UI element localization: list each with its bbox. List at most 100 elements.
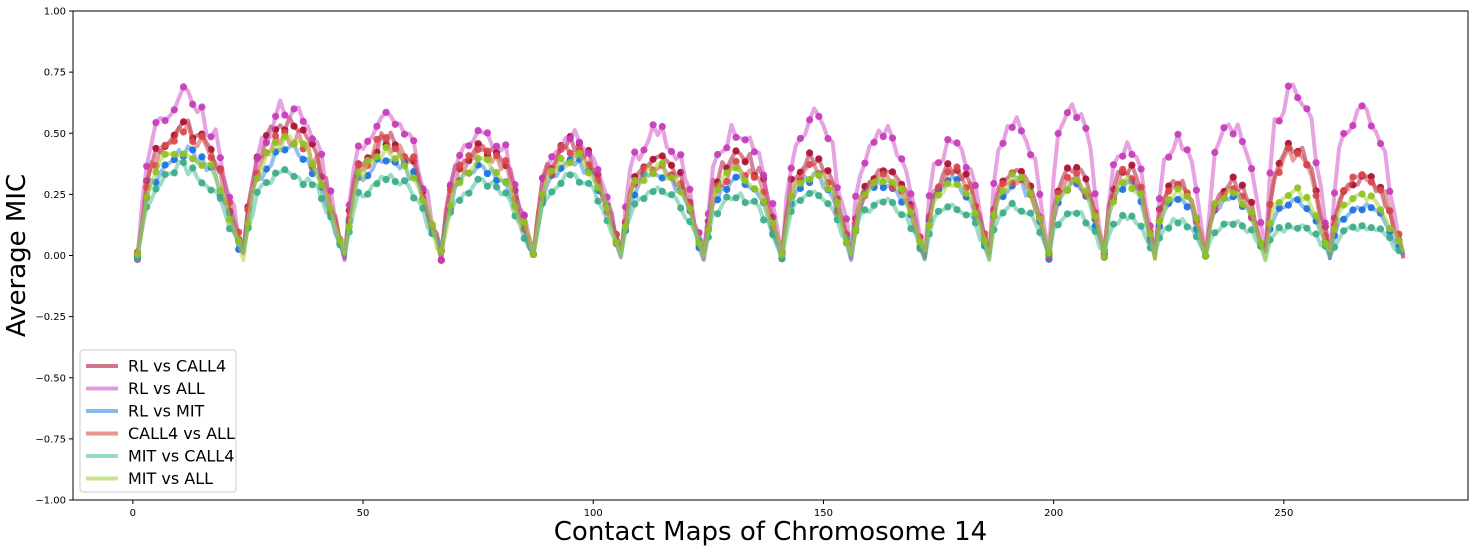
y-tick-label: −0.50: [35, 373, 66, 384]
data-point: [769, 200, 777, 208]
data-point: [1017, 167, 1025, 176]
x-tick-label: 150: [814, 508, 833, 519]
data-point: [1284, 82, 1292, 90]
data-point: [861, 206, 869, 214]
data-point: [272, 138, 280, 146]
data-point: [944, 168, 952, 176]
data-point: [640, 146, 648, 154]
data-point: [971, 209, 980, 217]
y-tick-label: −0.25: [35, 312, 66, 323]
data-point: [1045, 248, 1053, 256]
data-point: [741, 177, 749, 185]
data-point: [1155, 217, 1164, 225]
data-point: [318, 181, 326, 189]
data-point: [198, 132, 206, 141]
data-point: [290, 105, 298, 113]
data-point: [290, 122, 298, 130]
data-point: [1082, 187, 1090, 195]
data-point: [428, 220, 436, 228]
data-point: [189, 100, 197, 108]
data-point: [1183, 223, 1191, 231]
data-point: [400, 177, 409, 185]
plot-marks: [133, 82, 1406, 264]
data-point: [1073, 114, 1081, 122]
data-point: [944, 136, 952, 144]
data-point: [244, 220, 252, 228]
data-point: [1367, 204, 1375, 212]
data-point: [299, 117, 307, 125]
data-point: [327, 187, 335, 195]
data-point: [1229, 173, 1237, 181]
data-point: [750, 185, 759, 193]
data-point: [575, 138, 584, 146]
data-point: [1330, 225, 1339, 233]
data-point: [962, 164, 970, 172]
data-point: [1109, 161, 1118, 169]
data-point: [520, 211, 528, 219]
data-point: [907, 190, 915, 198]
data-point: [1358, 206, 1366, 214]
data-point: [216, 154, 224, 162]
data-point: [216, 187, 224, 195]
data-point: [658, 122, 666, 131]
data-point: [677, 188, 685, 196]
data-point: [364, 156, 372, 164]
data-point: [732, 147, 740, 155]
data-point: [879, 133, 887, 141]
data-point: [631, 176, 639, 185]
data-point: [281, 111, 289, 119]
data-point: [272, 112, 280, 120]
data-point: [750, 148, 759, 156]
data-point: [1349, 223, 1357, 231]
data-point: [898, 185, 906, 193]
data-point: [1027, 189, 1035, 197]
data-point: [1054, 129, 1062, 138]
data-point: [1229, 189, 1237, 197]
data-point: [437, 247, 445, 255]
data-point: [1386, 187, 1394, 195]
data-point: [382, 133, 390, 142]
data-point: [354, 168, 362, 176]
data-point: [483, 182, 491, 190]
data-point: [1266, 169, 1274, 177]
data-point: [382, 108, 390, 116]
data-point: [1073, 176, 1081, 184]
data-point: [189, 137, 197, 146]
data-point: [1063, 186, 1072, 194]
data-point: [649, 155, 657, 163]
x-tick-label: 50: [357, 508, 370, 519]
data-point: [999, 139, 1007, 147]
data-point: [1229, 220, 1237, 228]
data-point: [723, 193, 731, 201]
data-point: [649, 121, 657, 129]
data-point: [631, 191, 639, 199]
data-point: [539, 190, 547, 198]
data-point: [981, 236, 989, 244]
legend-entry: MIT vs CALL4: [128, 447, 234, 466]
y-axis: −1.00 −0.75 −0.50 −0.25 0.00 0.25 0.50 0.75 1.00: [35, 7, 73, 507]
data-point: [290, 140, 298, 148]
data-point: [262, 149, 270, 157]
data-point: [1367, 122, 1375, 130]
data-point: [548, 188, 556, 196]
data-point: [990, 211, 998, 219]
data-point: [594, 166, 602, 174]
data-point: [152, 144, 160, 152]
data-point: [152, 185, 160, 193]
x-axis: 0 50 100 150 200 250: [130, 500, 1293, 519]
data-point: [373, 135, 381, 143]
data-point: [686, 205, 694, 213]
data-point: [732, 194, 740, 202]
data-point: [934, 207, 943, 215]
data-point: [879, 170, 887, 178]
data-point: [594, 184, 602, 192]
data-point: [999, 187, 1007, 195]
data-point: [1155, 195, 1164, 203]
data-point: [1238, 200, 1246, 208]
data-point: [1192, 186, 1200, 194]
data-point: [1386, 225, 1394, 233]
data-point: [1165, 153, 1173, 161]
data-point: [1137, 183, 1145, 191]
data-point: [465, 189, 473, 197]
data-point: [585, 149, 593, 157]
